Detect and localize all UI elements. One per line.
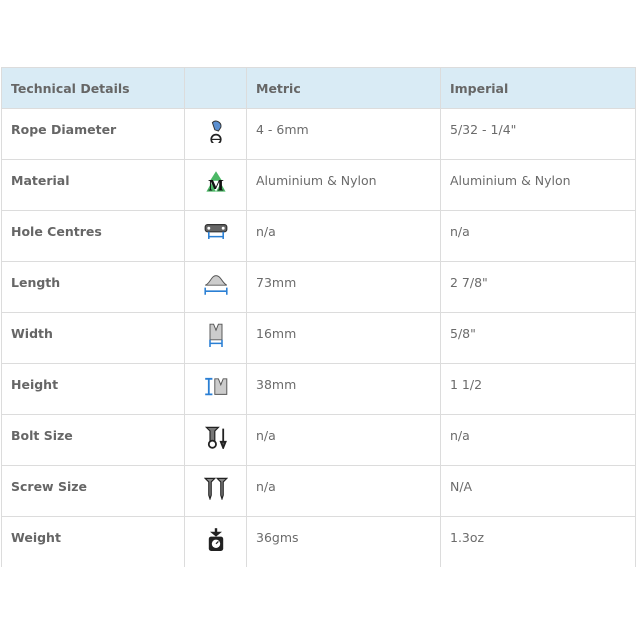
screw-icon [203,477,228,501]
table-row: Bolt Size n/a n/a [1,414,636,466]
technical-details-table: Technical Details Metric Imperial Rope D… [1,67,636,567]
imperial-value: 5/8" [440,312,636,364]
imperial-value: n/a [440,210,636,262]
svg-text:M: M [208,177,224,194]
rope-diameter-icon [209,120,222,146]
metric-value: Aluminium & Nylon [246,159,441,211]
bolt-icon [204,426,227,451]
width-icon [208,323,223,347]
row-label: Material [1,159,185,211]
table-row: Hole Centres n/a n/a [1,210,636,262]
row-label: Screw Size [1,465,185,517]
table-row: Material M Aluminium & Nylon Aluminium &… [1,159,636,211]
row-label: Bolt Size [1,414,185,466]
metric-value: 16mm [246,312,441,364]
metric-value: n/a [246,414,441,466]
length-icon [203,275,228,295]
imperial-value: 1 1/2 [440,363,636,415]
header-imperial: Imperial [440,67,636,109]
table-row: Length 73mm 2 7/8" [1,261,636,313]
metric-value: n/a [246,210,441,262]
metric-value: 73mm [246,261,441,313]
height-icon [204,377,227,396]
metric-value: n/a [246,465,441,517]
imperial-value: Aluminium & Nylon [440,159,636,211]
metric-value: 4 - 6mm [246,108,441,160]
metric-value: 36gms [246,516,441,567]
row-label: Weight [1,516,185,567]
table-row: Width 16mm 5/8" [1,312,636,364]
row-label: Width [1,312,185,364]
header-icon [184,67,247,109]
hole-centres-icon [204,224,227,239]
imperial-value: N/A [440,465,636,517]
table-row: Weight 36gms 1.3oz [1,516,636,567]
table-row: Rope Diameter 4 - 6mm 5/32 - 1/4" [1,108,636,160]
header-metric: Metric [246,67,441,109]
row-label: Hole Centres [1,210,185,262]
row-label: Length [1,261,185,313]
imperial-value: 1.3oz [440,516,636,567]
imperial-value: n/a [440,414,636,466]
table-row: Screw Size n/a N/A [1,465,636,517]
weight-scale-icon [208,528,223,551]
header-row: Technical Details Metric Imperial [1,67,636,109]
row-label: Height [1,363,185,415]
metric-value: 38mm [246,363,441,415]
table-row: Height 38mm 1 1/2 [1,363,636,415]
row-label: Rope Diameter [1,108,185,160]
material-recycle-icon: M [205,171,226,194]
imperial-value: 2 7/8" [440,261,636,313]
header-technical-details: Technical Details [1,67,185,109]
imperial-value: 5/32 - 1/4" [440,108,636,160]
